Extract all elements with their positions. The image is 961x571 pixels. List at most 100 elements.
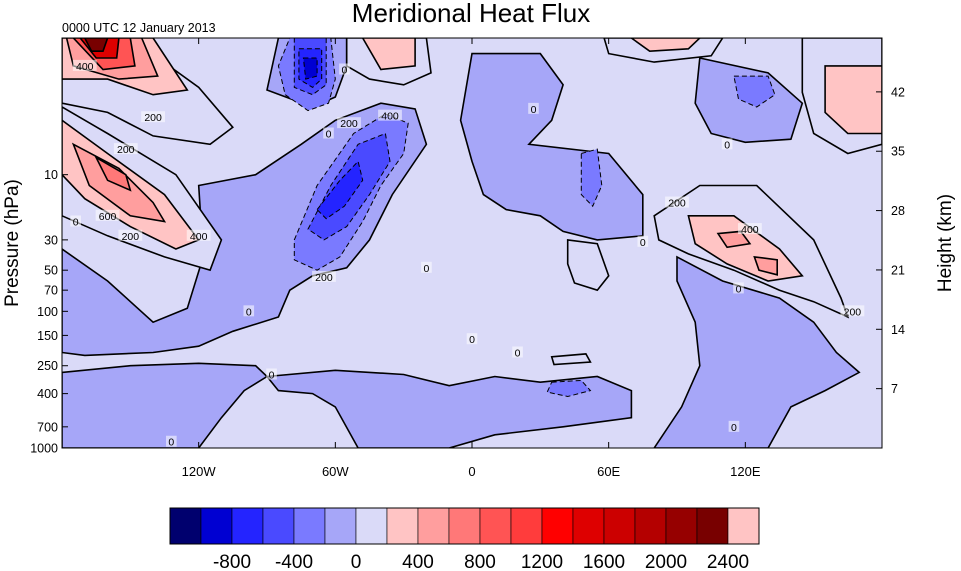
contour-label-bg — [378, 109, 402, 121]
contour-label: 0 — [168, 437, 174, 449]
colorbar-swatch — [665, 507, 698, 545]
y-tick-label-left: 1000 — [30, 442, 58, 456]
y-tick-label-right: 28 — [891, 204, 905, 218]
contour-label-bg — [737, 223, 762, 235]
pos-patch-lower — [550, 353, 592, 366]
contour-label-bg — [840, 305, 865, 317]
x-axis: 120W 60W 0 60E 120E — [182, 38, 761, 479]
colorbar-label: 1200 — [521, 552, 563, 571]
y-tick-label-right: 35 — [891, 145, 905, 159]
colorbar-swatch — [324, 507, 357, 545]
contour-label: 200 — [315, 272, 333, 284]
contour-label-bg — [186, 229, 211, 241]
contour-label-bg — [733, 282, 744, 294]
pos-east-mid-400b — [753, 255, 778, 276]
contour-label-bg — [528, 102, 539, 114]
colorbar-swatch — [603, 507, 636, 545]
colorbar-swatch — [386, 507, 419, 545]
contour-label: 200 — [117, 144, 135, 156]
pos-upper-central-inner — [361, 38, 416, 71]
colorbar-swatch — [200, 507, 233, 545]
contour-label-bg — [113, 143, 138, 155]
contour-label: 0 — [515, 347, 521, 359]
y-tick-label-left: 250 — [37, 359, 58, 373]
colorbar-swatch — [262, 507, 295, 545]
contour-label: 0 — [246, 306, 252, 318]
contour-label: 0 — [724, 139, 730, 151]
contour-label: 200 — [122, 231, 140, 243]
colorbar-swatch — [727, 507, 760, 545]
y-tick-label-left: 700 — [37, 420, 58, 434]
contour-label-bg — [512, 346, 523, 358]
colorbar-label: -400 — [275, 552, 313, 571]
y-tick-label-left: 70 — [44, 284, 58, 298]
contour-label-bg — [166, 435, 177, 447]
x-tick-label: 0 — [468, 464, 475, 479]
contour-label-bg — [339, 63, 350, 75]
y-axis-left: 10 30 50 70 100 150 250 400 700 1000 — [30, 168, 68, 456]
y-axis-right: 42 35 28 21 14 7 — [876, 85, 905, 396]
contour-label: 0 — [269, 370, 275, 382]
colorbar-label: 400 — [402, 552, 434, 571]
contour-label: 400 — [190, 231, 208, 243]
y-tick-label-left: 150 — [37, 329, 58, 343]
contour-label: 400 — [741, 224, 759, 236]
contour-label: 0 — [731, 422, 737, 434]
chart-subtitle: 0000 UTC 12 January 2013 — [62, 21, 216, 35]
neg-region-southwest — [62, 362, 269, 448]
neg-patch-east — [733, 75, 776, 108]
contour-labels: 400 200 200 600 200 400 0 200 400 200 0 0 0 0 0 0 0 0 0 0 20… — [70, 59, 865, 449]
colorbar-label: 2400 — [707, 552, 749, 571]
colorbar-swatch — [417, 507, 450, 545]
y-tick-label-right: 21 — [891, 263, 905, 277]
pos-left-600 — [94, 155, 132, 192]
colorbar-swatch — [293, 507, 326, 545]
contour-fields — [62, 38, 882, 448]
contour-label: 0 — [342, 64, 348, 76]
contour-label-bg — [266, 368, 277, 380]
x-tick-label: 60W — [322, 464, 349, 479]
colorbar-swatch — [169, 507, 202, 545]
pos-upper-east-inner — [630, 38, 701, 53]
colorbar-label: -800 — [213, 552, 251, 571]
colorbar-swatch — [634, 507, 667, 545]
x-tick-label: 120W — [182, 464, 217, 479]
colorbar-frame — [169, 507, 760, 545]
colorbar-label: 0 — [351, 552, 362, 571]
contour-label-bg — [243, 305, 255, 317]
colorbar-label: 2000 — [645, 552, 687, 571]
chart-title: Meridional Heat Flux — [352, 0, 590, 28]
y-tick-label-left: 30 — [44, 233, 58, 247]
colorbar-swatch — [448, 507, 481, 545]
x-tick-label: 120E — [730, 464, 761, 479]
y-axis-right-title: Height (km) — [935, 194, 956, 292]
colorbar-swatch — [231, 507, 264, 545]
contour-label: 200 — [668, 198, 686, 210]
neg-patch-central — [580, 148, 603, 208]
contour-label-bg — [312, 270, 336, 282]
contour-label-bg — [466, 333, 478, 345]
contour-label-bg — [141, 111, 166, 123]
neg-region-east — [653, 255, 861, 448]
contour-label: 0 — [640, 237, 646, 249]
neg-core-upper-4 — [302, 57, 318, 80]
plot-area: 400 200 200 600 200 400 0 200 400 200 0 0 0 0 0 0 0 0 0 0 20… — [61, 37, 883, 449]
y-tick-label-right: 42 — [891, 85, 905, 99]
y-tick-label-left: 10 — [44, 168, 58, 182]
contour-label: 0 — [736, 283, 742, 295]
contour-label: 200 — [340, 118, 358, 130]
pos-patch-central — [566, 238, 610, 292]
colorbar-swatch — [479, 507, 512, 545]
y-tick-label-left: 50 — [44, 264, 58, 278]
colorbar-label: 1600 — [583, 552, 625, 571]
y-tick-label-left: 100 — [37, 305, 58, 319]
neg-core-mid-3 — [316, 160, 364, 220]
neg-region-lower-central — [265, 369, 633, 448]
contour-label: 0 — [531, 104, 537, 116]
pos-top-2200 — [83, 38, 109, 52]
colorbar-swatch — [355, 507, 388, 545]
colorbar: -800 -400 0 400 800 1200 1600 2000 2400 — [169, 507, 760, 571]
contour-label: 400 — [76, 61, 94, 73]
colorbar-swatch — [572, 507, 605, 545]
